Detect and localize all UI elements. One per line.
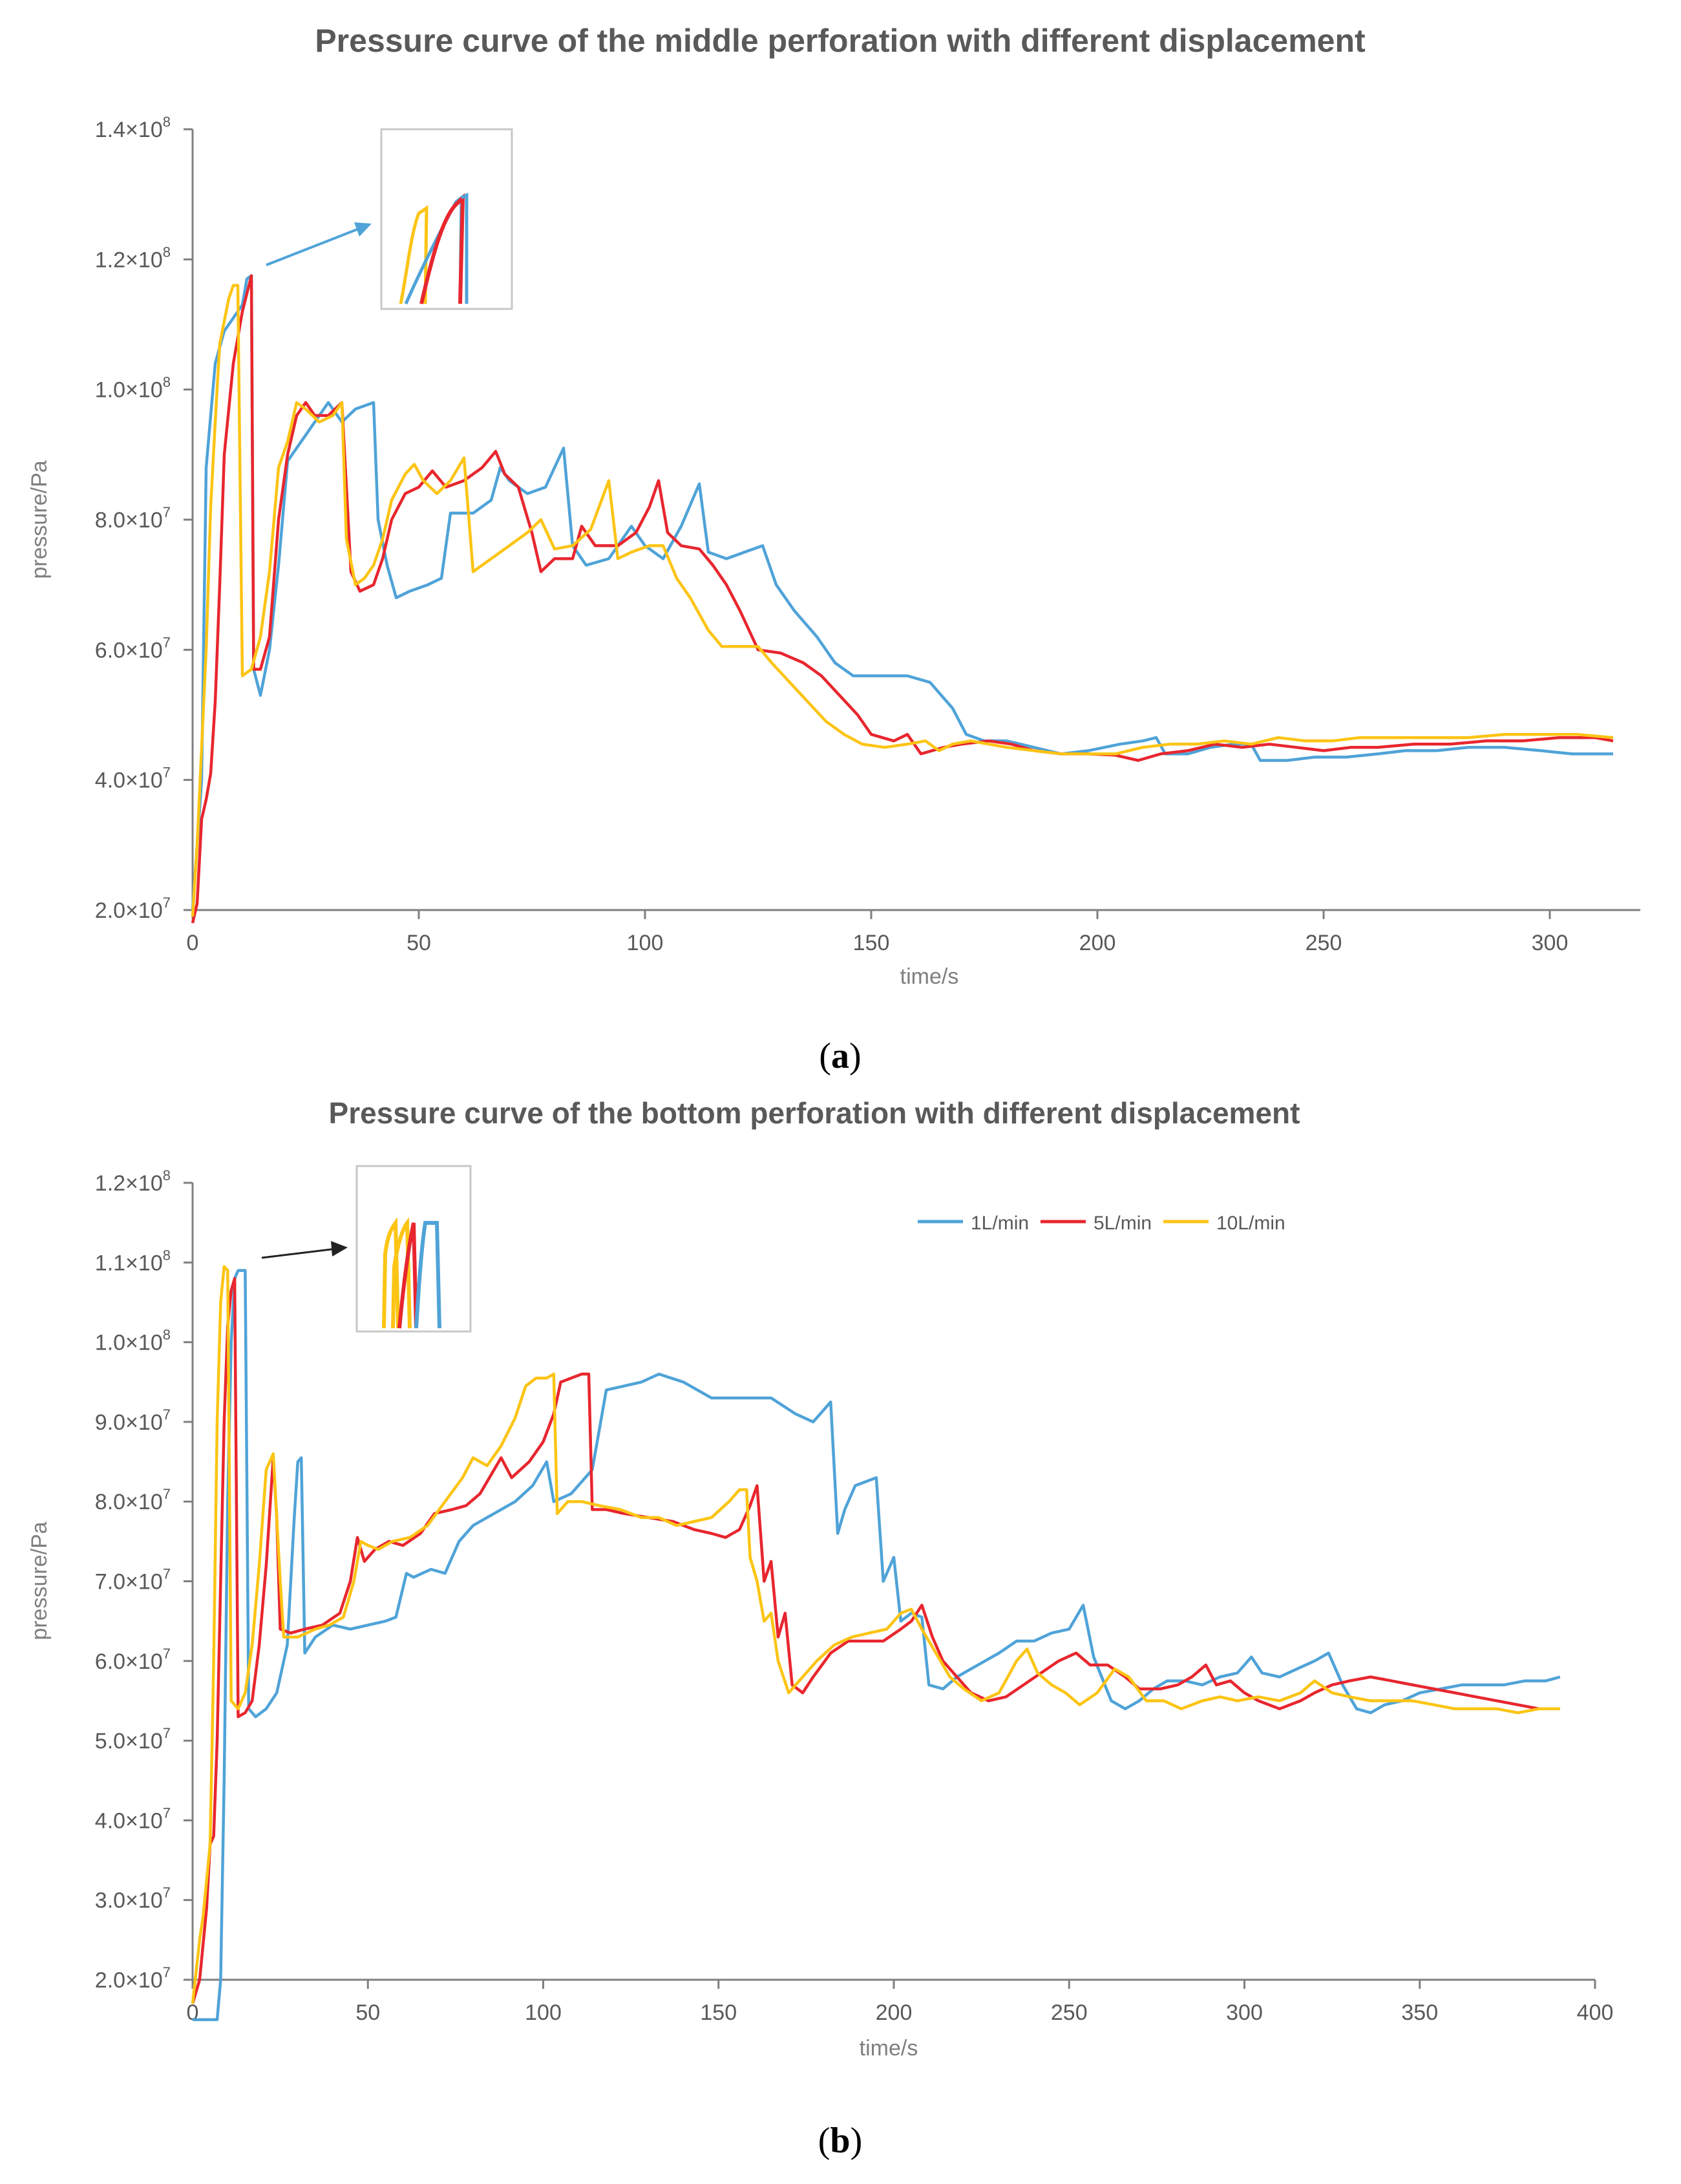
chart-b-y-tick-label-8: 1.0×108	[95, 1327, 171, 1355]
chart-b-zoom-inset	[355, 1165, 472, 1333]
chart-a-x-ticks: 0 50 100 150 200 250 300	[187, 910, 1569, 955]
chart-a-y-tick-label-1: 4.0×107	[95, 765, 171, 793]
caption-b: (b)	[818, 2121, 862, 2161]
chart-b-x-tick-label-2: 100	[525, 2000, 562, 2025]
chart-b-y-tick-label-4: 6.0×107	[95, 1646, 171, 1674]
chart-a-y-tick-label-6: 1.4×108	[95, 114, 171, 142]
chart-b-x-tick-label-3: 150	[700, 2000, 737, 2025]
chart-a-title: Pressure curve of the middle perforation…	[315, 23, 1366, 59]
chart-bottom-perforation: Pressure curve of the bottom perforation…	[27, 1096, 1613, 2161]
chart-a-series-line-10l-min	[191, 284, 1614, 917]
chart-b-series-line-10l-min	[191, 1265, 1560, 2004]
chart-b-y-tick-label-9: 1.1×108	[95, 1247, 171, 1275]
chart-b-x-ticks: 0 50 100 150 200 250 300 350 400	[187, 1980, 1614, 2025]
chart-b-inset-curve-10	[382, 1217, 400, 1329]
chart-a-x-tick-label-6: 300	[1532, 931, 1569, 955]
chart-a-x-tick-label-3: 150	[853, 931, 890, 955]
chart-b-y-tick-label-0: 2.0×107	[95, 1964, 171, 1993]
chart-a-inset-arrow	[266, 222, 372, 266]
chart-b-x-tick-label-7: 350	[1401, 2000, 1438, 2025]
chart-b-y-tick-label-2: 4.0×107	[95, 1805, 171, 1833]
chart-a-y-tick-label-4: 1.0×108	[95, 374, 171, 403]
chart-a-y-tick-label-5: 1.2×108	[95, 244, 171, 272]
chart-a-y-ticks: 2.0×107 4.0×107 6.0×107 8.0×107 1.0×108 1.2×1…	[95, 114, 193, 923]
chart-b-x-tick-label-5: 250	[1051, 2000, 1088, 2025]
chart-a-y-tick-label-0: 2.0×107	[95, 895, 171, 923]
chart-b-inset-curve-5	[397, 1222, 418, 1329]
chart-a-inset-curve-5	[419, 193, 465, 304]
chart-b-x-axis-title: time/s	[860, 2036, 918, 2061]
chart-b-series-line-5l-min	[191, 1277, 1560, 2004]
chart-b-y-tick-label-3: 5.0×107	[95, 1725, 171, 1754]
chart-a-y-tick-label-3: 8.0×107	[95, 504, 171, 533]
chart-a-series-line-1l-min	[191, 274, 1613, 911]
chart-a-x-axis-title: time/s	[900, 964, 959, 989]
chart-a-series-line-5l-min	[191, 274, 1614, 924]
chart-b-title: Pressure curve of the bottom perforation…	[329, 1096, 1300, 1130]
chart-b-y-ticks: 2.0×107 3.0×107 4.0×107 5.0×107 6.0×107 7.0×1…	[95, 1167, 193, 1993]
chart-b-series-line-1l-min	[193, 1269, 1561, 2021]
legend-label-10: 10L/min	[1216, 1213, 1285, 1234]
chart-b-x-tick-label-4: 200	[876, 2000, 913, 2025]
legend-label-1: 1L/min	[971, 1213, 1029, 1234]
chart-b-x-tick-label-6: 300	[1226, 2000, 1263, 2025]
chart-a-x-tick-label-0: 0	[187, 931, 199, 955]
chart-a-y-axis-title: pressure/Pa	[27, 460, 52, 578]
chart-b-inset-curve-10b	[391, 1217, 412, 1329]
chart-b-inset-curve-1	[414, 1221, 441, 1329]
chart-a-y-tick-label-2: 6.0×107	[95, 634, 171, 663]
chart-a-inset-curve-1b	[460, 192, 469, 304]
chart-b-y-tick-label-5: 7.0×107	[95, 1566, 171, 1595]
chart-b-y-tick-label-7: 9.0×107	[95, 1406, 171, 1435]
chart-b-y-tick-label-10: 1.2×108	[95, 1167, 171, 1196]
chart-b-x-tick-label-1: 50	[355, 2000, 380, 2025]
chart-b-inset-arrow	[261, 1241, 348, 1259]
chart-b-series	[191, 1265, 1561, 2021]
chart-a-inset-curve-10	[399, 205, 428, 304]
chart-a-x-tick-label-4: 200	[1079, 931, 1116, 955]
chart-a-x-tick-label-2: 100	[627, 931, 664, 955]
chart-b-x-tick-label-8: 400	[1577, 2000, 1614, 2025]
chart-a-series	[191, 274, 1614, 924]
legend-label-5: 5L/min	[1094, 1213, 1152, 1234]
caption-a: (a)	[819, 1036, 861, 1076]
chart-b-y-tick-label-6: 8.0×107	[95, 1486, 171, 1514]
chart-a-x-tick-label-1: 50	[407, 931, 431, 955]
chart-b-legend: 1L/min 5L/min 10L/min	[918, 1213, 1285, 1234]
chart-middle-perforation: Pressure curve of the middle perforation…	[27, 23, 1640, 1076]
chart-b-x-tick-label-0: 0	[187, 2000, 199, 2025]
chart-a-zoom-inset	[380, 128, 513, 310]
chart-a-x-tick-label-5: 250	[1306, 931, 1342, 955]
chart-b-y-axis-title: pressure/Pa	[27, 1521, 52, 1640]
chart-b-y-tick-label-1: 3.0×107	[95, 1885, 171, 1913]
